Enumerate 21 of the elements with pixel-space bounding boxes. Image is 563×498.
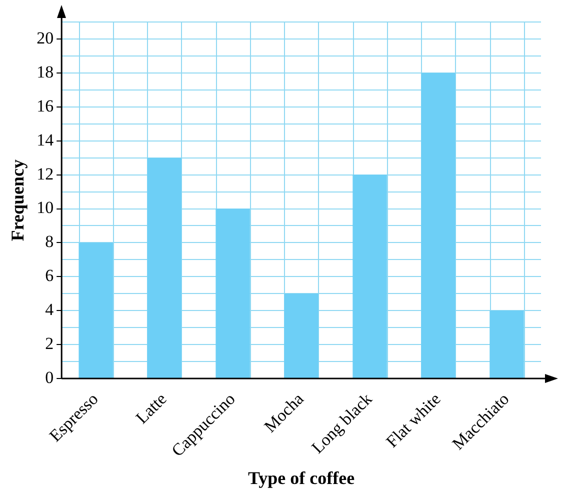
y-axis-title: Frequency: [7, 159, 28, 242]
bar: [78, 242, 113, 378]
bar: [147, 158, 182, 378]
bar: [352, 174, 387, 378]
bar: [421, 72, 456, 378]
y-tick-label: 6: [45, 266, 54, 286]
bar: [490, 310, 524, 378]
y-tick-label: 16: [36, 96, 54, 116]
y-tick-label: 8: [45, 232, 54, 252]
y-tick-label: 2: [45, 334, 54, 354]
y-tick-label: 18: [36, 62, 54, 82]
y-tick-label: 20: [36, 28, 54, 48]
bar: [284, 294, 318, 378]
y-tick-label: 10: [36, 198, 54, 218]
y-tick-label: 14: [36, 130, 54, 150]
y-tick-label: 0: [45, 368, 54, 388]
y-tick-label: 12: [36, 164, 54, 184]
x-tick-label: Flat white: [382, 389, 444, 452]
bar: [216, 208, 250, 378]
y-tick-label: 4: [45, 300, 54, 320]
x-axis-title: Type of coffee: [248, 468, 355, 488]
